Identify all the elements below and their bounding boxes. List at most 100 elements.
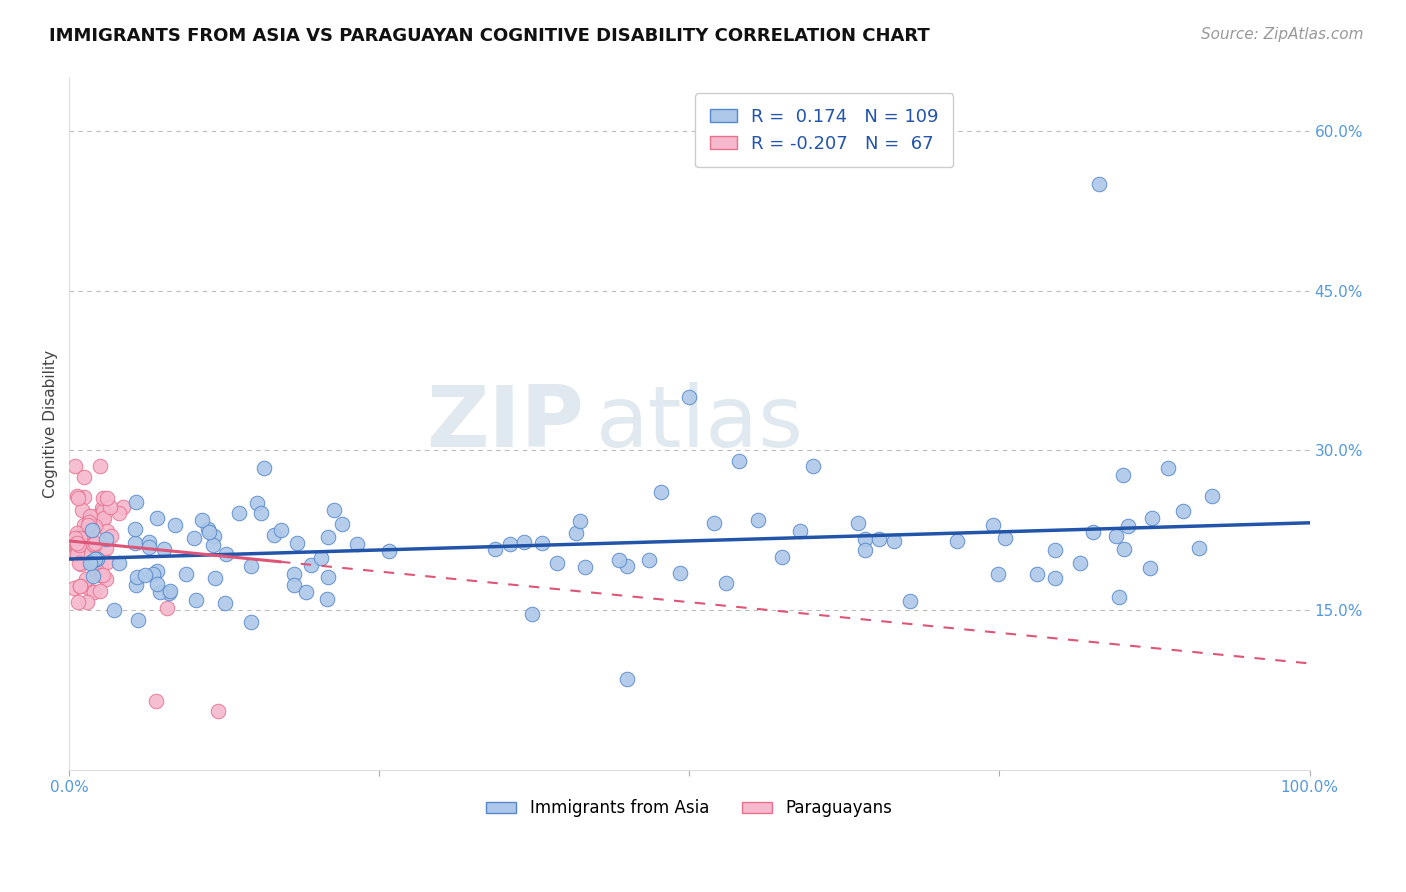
Point xyxy=(197,522,219,536)
Point xyxy=(191,513,214,527)
Point xyxy=(981,518,1004,533)
Point xyxy=(70,503,93,517)
Point xyxy=(263,528,285,542)
Point xyxy=(100,500,122,514)
Point xyxy=(1026,566,1049,581)
Point xyxy=(82,537,104,551)
Point xyxy=(204,570,226,584)
Point xyxy=(93,504,115,518)
Point xyxy=(513,535,536,549)
Point xyxy=(65,458,87,473)
Point xyxy=(83,584,105,599)
Point xyxy=(607,553,630,567)
Point xyxy=(66,547,89,561)
Point xyxy=(91,501,114,516)
Point xyxy=(149,585,172,599)
Point xyxy=(1108,590,1130,604)
Point xyxy=(66,536,89,550)
Point xyxy=(214,597,236,611)
Point xyxy=(323,502,346,516)
Text: ZIP: ZIP xyxy=(426,382,583,466)
Point xyxy=(79,537,101,551)
Point xyxy=(73,470,96,484)
Point xyxy=(318,530,340,544)
Point xyxy=(165,518,187,533)
Point xyxy=(138,535,160,549)
Point xyxy=(803,459,825,474)
Point xyxy=(69,531,91,545)
Point xyxy=(82,554,104,568)
Point xyxy=(70,524,93,539)
Point xyxy=(868,533,890,547)
Point xyxy=(69,579,91,593)
Point xyxy=(108,506,131,520)
Point xyxy=(89,583,111,598)
Point xyxy=(76,517,98,532)
Point xyxy=(789,524,811,538)
Point xyxy=(96,524,118,538)
Point xyxy=(616,559,638,574)
Point xyxy=(66,525,89,540)
Point xyxy=(853,543,876,558)
Text: Source: ZipAtlas.com: Source: ZipAtlas.com xyxy=(1201,27,1364,42)
Point xyxy=(127,569,149,583)
Point xyxy=(898,593,921,607)
Point xyxy=(146,511,169,525)
Point xyxy=(80,524,103,538)
Point xyxy=(727,454,749,468)
Point xyxy=(124,522,146,536)
Point xyxy=(124,536,146,550)
Point xyxy=(295,585,318,599)
Point xyxy=(107,556,129,570)
Point xyxy=(1157,460,1180,475)
Point xyxy=(574,560,596,574)
Point xyxy=(499,537,522,551)
Point xyxy=(1201,489,1223,503)
Y-axis label: Cognitive Disability: Cognitive Disability xyxy=(44,350,58,498)
Point xyxy=(66,490,89,504)
Point xyxy=(134,568,156,582)
Point xyxy=(283,578,305,592)
Point xyxy=(89,459,111,474)
Point xyxy=(1114,541,1136,556)
Point xyxy=(616,673,638,687)
Point xyxy=(84,552,107,566)
Point xyxy=(65,533,87,547)
Point xyxy=(146,576,169,591)
Point xyxy=(638,552,661,566)
Point xyxy=(145,694,167,708)
Point xyxy=(1116,518,1139,533)
Point xyxy=(770,550,793,565)
Point xyxy=(1069,556,1091,570)
Point xyxy=(96,556,118,570)
Point xyxy=(183,531,205,545)
Point xyxy=(1105,529,1128,543)
Point xyxy=(138,541,160,555)
Point xyxy=(156,601,179,615)
Point xyxy=(378,544,401,558)
Point xyxy=(250,506,273,520)
Point xyxy=(330,517,353,532)
Point xyxy=(112,500,135,514)
Point xyxy=(546,556,568,570)
Point xyxy=(1173,504,1195,518)
Point xyxy=(159,583,181,598)
Point xyxy=(846,516,869,531)
Point xyxy=(153,541,176,556)
Point xyxy=(1188,541,1211,555)
Point xyxy=(145,565,167,579)
Point xyxy=(127,613,149,627)
Point xyxy=(678,390,700,404)
Point xyxy=(91,491,114,505)
Point xyxy=(73,491,96,505)
Point xyxy=(66,540,89,554)
Point xyxy=(202,529,225,543)
Point xyxy=(75,572,97,586)
Point xyxy=(75,524,97,539)
Point xyxy=(84,535,107,549)
Point xyxy=(75,538,97,552)
Point xyxy=(90,567,112,582)
Point xyxy=(565,525,588,540)
Point xyxy=(207,705,229,719)
Point xyxy=(124,495,146,509)
